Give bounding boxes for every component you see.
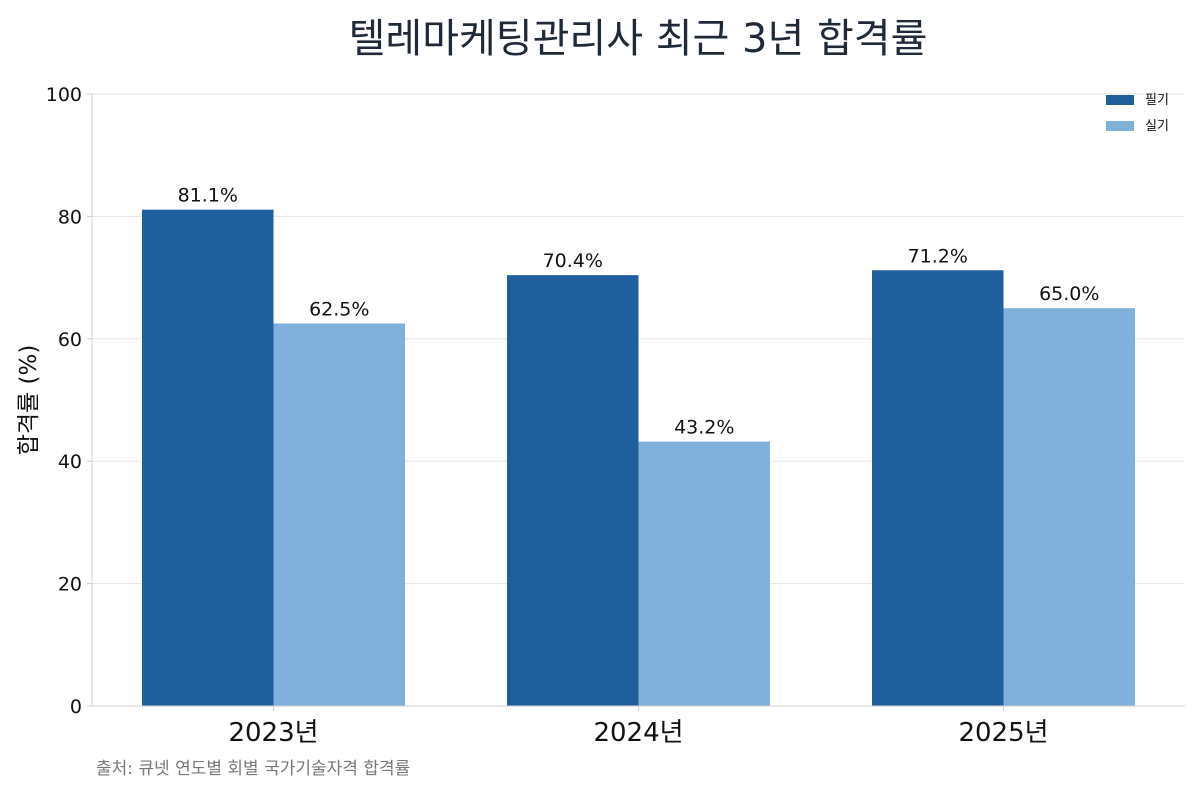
data-label: 62.5% xyxy=(309,299,369,321)
legend-swatch xyxy=(1106,95,1134,105)
data-label: 70.4% xyxy=(543,250,603,272)
legend-label: 실기 xyxy=(1145,119,1169,134)
y-axis-label: 합격률 (%) xyxy=(16,345,42,456)
legend-label: 필기 xyxy=(1145,93,1169,108)
legend-swatch xyxy=(1106,121,1134,131)
y-tick-label: 60 xyxy=(58,329,82,351)
data-label: 71.2% xyxy=(908,245,968,267)
chart-title: 텔레마케팅관리사 최근 3년 합격률 xyxy=(349,16,928,62)
data-label: 65.0% xyxy=(1039,283,1099,305)
data-labels: 81.1% 62.5% 70.4% 43.2% 71.2% 65.0% xyxy=(178,185,1100,439)
y-tick-label: 100 xyxy=(46,84,82,106)
bar-written xyxy=(872,270,1004,706)
bar-practical xyxy=(638,441,770,706)
x-tick-label: 2023년 xyxy=(228,718,318,748)
y-tick-label: 40 xyxy=(58,451,82,473)
bar-practical xyxy=(273,323,405,706)
x-axis: 2023년 2024년 2025년 xyxy=(228,706,1049,748)
bars xyxy=(142,209,1135,706)
x-tick-label: 2025년 xyxy=(958,718,1048,748)
y-tick-label: 80 xyxy=(58,206,82,228)
y-tick-label: 0 xyxy=(70,696,82,718)
y-tick-label: 20 xyxy=(58,574,82,596)
data-label: 81.1% xyxy=(178,185,238,207)
bar-written xyxy=(507,275,639,706)
x-tick-label: 2024년 xyxy=(593,718,683,748)
bar-written xyxy=(142,209,274,706)
data-label: 43.2% xyxy=(674,417,734,439)
source-note: 출처: 큐넷 연도별 회별 국가기술자격 합격률 xyxy=(96,759,410,779)
bar-practical xyxy=(1003,308,1135,706)
